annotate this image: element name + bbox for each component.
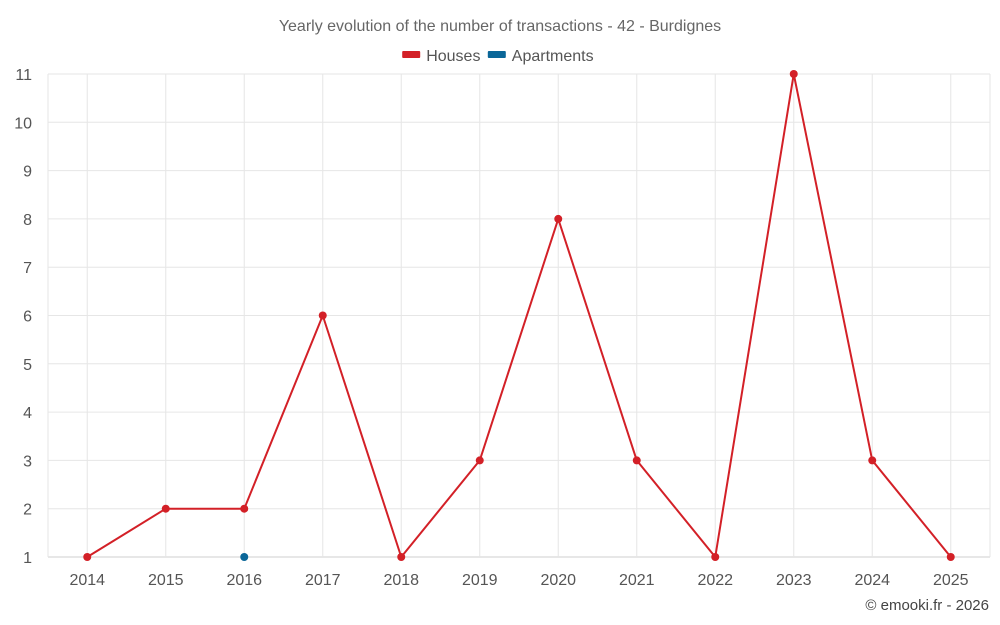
houses-point[interactable] bbox=[868, 456, 877, 465]
grid bbox=[47, 73, 991, 558]
y-tick-label: 6 bbox=[23, 309, 32, 326]
legend-swatch-houses[interactable] bbox=[402, 51, 421, 58]
houses-point[interactable] bbox=[554, 214, 563, 223]
x-tick-label: 2016 bbox=[226, 572, 262, 589]
houses-point[interactable] bbox=[83, 553, 92, 561]
houses-point[interactable] bbox=[240, 504, 249, 513]
apartments-point[interactable] bbox=[240, 553, 249, 561]
x-tick-label: 2014 bbox=[69, 572, 105, 589]
legend-label-apartments[interactable]: Apartments bbox=[512, 48, 594, 65]
chart-title: Yearly evolution of the number of transa… bbox=[279, 18, 721, 35]
series-layer bbox=[83, 70, 955, 561]
x-tick-label: 2015 bbox=[148, 572, 184, 589]
houses-point[interactable] bbox=[397, 553, 406, 561]
y-tick-label: 5 bbox=[23, 357, 32, 374]
y-tick-label: 4 bbox=[23, 405, 32, 422]
legend-swatch-apartments[interactable] bbox=[487, 51, 506, 58]
x-tick-label: 2021 bbox=[619, 572, 655, 589]
houses-point[interactable] bbox=[711, 553, 720, 561]
x-tick-label: 2018 bbox=[383, 572, 419, 589]
x-tick-label: 2025 bbox=[933, 572, 969, 589]
y-axis: 1 2 3 4 5 6 7 8 9 10 11 bbox=[14, 67, 32, 567]
x-tick-label: 2019 bbox=[462, 572, 498, 589]
x-tick-label: 2017 bbox=[305, 572, 341, 589]
x-tick-label: 2024 bbox=[854, 572, 890, 589]
houses-point[interactable] bbox=[161, 504, 170, 513]
legend-label-houses[interactable]: Houses bbox=[426, 48, 480, 65]
credit: © emooki.fr - 2026 bbox=[865, 597, 989, 614]
y-tick-label: 9 bbox=[23, 164, 32, 181]
x-axis: 2014 2015 2016 2017 2018 2019 2020 2021 2022 2023… bbox=[69, 572, 968, 589]
x-tick-label: 2020 bbox=[540, 572, 576, 589]
houses-point[interactable] bbox=[632, 456, 641, 465]
x-tick-label: 2023 bbox=[776, 572, 812, 589]
houses-point[interactable] bbox=[475, 456, 484, 465]
houses-point[interactable] bbox=[946, 553, 955, 561]
y-tick-label: 11 bbox=[15, 67, 32, 84]
houses-line bbox=[86, 73, 952, 558]
y-tick-label: 8 bbox=[23, 212, 32, 229]
x-tick-label: 2022 bbox=[697, 572, 733, 589]
y-tick-label: 1 bbox=[23, 550, 32, 567]
y-tick-label: 3 bbox=[23, 453, 32, 470]
y-tick-label: 2 bbox=[23, 502, 32, 519]
y-tick-label: 10 bbox=[14, 115, 32, 132]
legend: Houses Apartments bbox=[402, 48, 594, 65]
houses-point[interactable] bbox=[318, 311, 327, 320]
y-tick-label: 7 bbox=[23, 260, 32, 277]
houses-point[interactable] bbox=[789, 70, 798, 78]
